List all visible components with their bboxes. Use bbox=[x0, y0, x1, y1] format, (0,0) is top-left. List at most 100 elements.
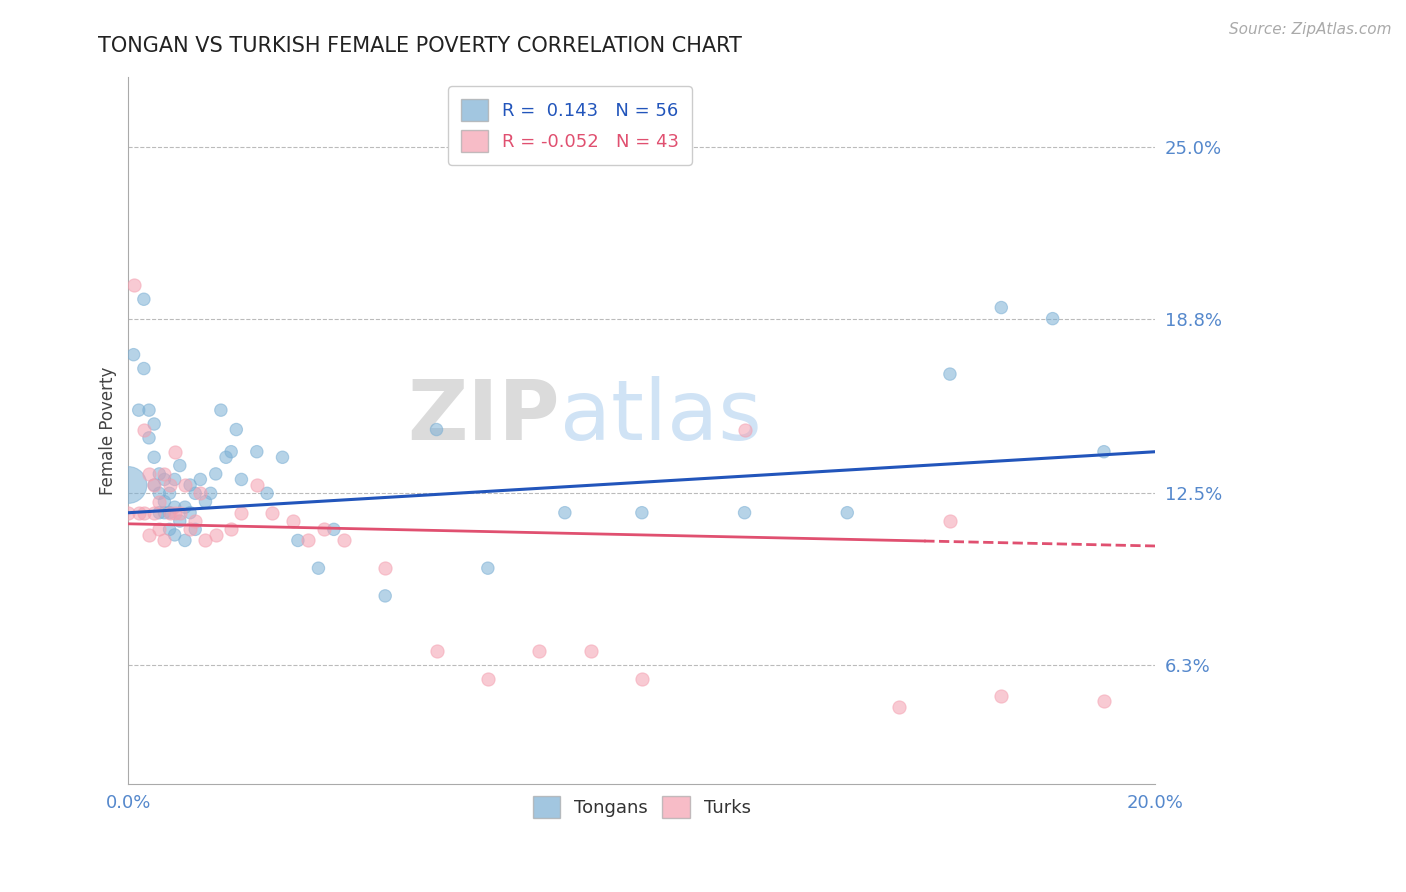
Point bbox=[132, 292, 155, 306]
Point bbox=[333, 533, 356, 548]
Legend: Tongans, Turks: Tongans, Turks bbox=[526, 789, 758, 825]
Point bbox=[163, 528, 186, 542]
Point bbox=[153, 494, 176, 508]
Point bbox=[148, 522, 170, 536]
Point bbox=[939, 367, 962, 381]
Point bbox=[281, 514, 304, 528]
Point bbox=[132, 361, 155, 376]
Point bbox=[297, 533, 319, 548]
Point bbox=[163, 473, 186, 487]
Point bbox=[887, 699, 910, 714]
Point bbox=[169, 458, 191, 473]
Point bbox=[179, 506, 201, 520]
Point bbox=[322, 522, 344, 536]
Point bbox=[1092, 444, 1115, 458]
Point bbox=[117, 478, 139, 492]
Point bbox=[425, 644, 447, 658]
Point bbox=[174, 500, 197, 515]
Point bbox=[163, 444, 186, 458]
Text: ZIP: ZIP bbox=[408, 376, 560, 458]
Point bbox=[159, 486, 181, 500]
Point bbox=[122, 348, 145, 362]
Point bbox=[184, 486, 207, 500]
Point bbox=[132, 506, 155, 520]
Point bbox=[231, 506, 253, 520]
Point bbox=[231, 473, 253, 487]
Point bbox=[734, 506, 756, 520]
Point bbox=[159, 478, 181, 492]
Point bbox=[215, 450, 238, 465]
Point bbox=[148, 494, 170, 508]
Point bbox=[169, 506, 191, 520]
Point bbox=[554, 506, 576, 520]
Point bbox=[188, 486, 211, 500]
Point bbox=[204, 467, 226, 481]
Point bbox=[990, 301, 1012, 315]
Point bbox=[179, 522, 201, 536]
Point bbox=[138, 528, 160, 542]
Point bbox=[174, 478, 197, 492]
Point bbox=[225, 423, 247, 437]
Point bbox=[138, 431, 160, 445]
Point bbox=[631, 506, 654, 520]
Point bbox=[159, 506, 181, 520]
Point bbox=[163, 500, 186, 515]
Point bbox=[246, 444, 269, 458]
Point bbox=[143, 506, 166, 520]
Point bbox=[734, 423, 756, 437]
Point bbox=[939, 514, 962, 528]
Point bbox=[122, 278, 145, 293]
Point bbox=[143, 478, 166, 492]
Point bbox=[194, 494, 217, 508]
Point bbox=[148, 506, 170, 520]
Point bbox=[159, 506, 181, 520]
Point bbox=[138, 403, 160, 417]
Point bbox=[153, 473, 176, 487]
Point bbox=[990, 689, 1012, 703]
Point bbox=[143, 417, 166, 431]
Point bbox=[579, 644, 602, 658]
Point bbox=[128, 403, 150, 417]
Point bbox=[163, 506, 186, 520]
Point bbox=[631, 672, 654, 686]
Point bbox=[174, 533, 197, 548]
Point bbox=[153, 467, 176, 481]
Text: Source: ZipAtlas.com: Source: ZipAtlas.com bbox=[1229, 22, 1392, 37]
Point bbox=[143, 478, 166, 492]
Point bbox=[271, 450, 294, 465]
Point bbox=[159, 522, 181, 536]
Point bbox=[837, 506, 859, 520]
Point bbox=[153, 506, 176, 520]
Point bbox=[246, 478, 269, 492]
Point bbox=[143, 450, 166, 465]
Point bbox=[194, 533, 217, 548]
Point bbox=[219, 444, 242, 458]
Point bbox=[374, 589, 396, 603]
Point bbox=[374, 561, 396, 575]
Point bbox=[128, 506, 150, 520]
Y-axis label: Female Poverty: Female Poverty bbox=[100, 367, 117, 495]
Point bbox=[1042, 311, 1064, 326]
Point bbox=[184, 514, 207, 528]
Text: TONGAN VS TURKISH FEMALE POVERTY CORRELATION CHART: TONGAN VS TURKISH FEMALE POVERTY CORRELA… bbox=[98, 36, 742, 55]
Point bbox=[425, 423, 447, 437]
Point bbox=[132, 423, 155, 437]
Point bbox=[117, 506, 139, 520]
Point bbox=[1092, 694, 1115, 708]
Point bbox=[529, 644, 551, 658]
Text: atlas: atlas bbox=[560, 376, 762, 458]
Point bbox=[262, 506, 284, 520]
Point bbox=[200, 486, 222, 500]
Point bbox=[209, 403, 232, 417]
Point bbox=[477, 561, 499, 575]
Point bbox=[153, 533, 176, 548]
Point bbox=[204, 528, 226, 542]
Point bbox=[307, 561, 329, 575]
Point bbox=[188, 473, 211, 487]
Point bbox=[256, 486, 278, 500]
Point bbox=[148, 486, 170, 500]
Point bbox=[184, 522, 207, 536]
Point bbox=[312, 522, 335, 536]
Point bbox=[179, 478, 201, 492]
Point bbox=[148, 467, 170, 481]
